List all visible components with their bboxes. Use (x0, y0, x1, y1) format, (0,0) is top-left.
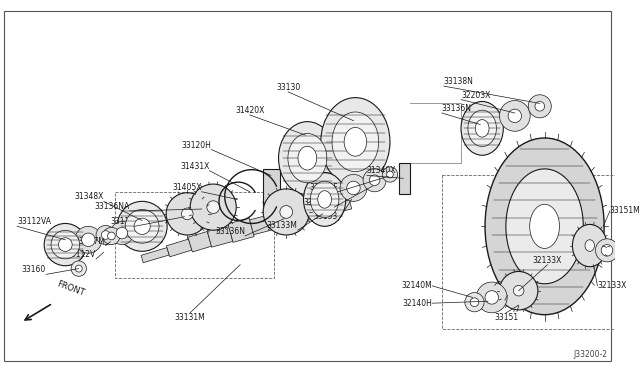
Ellipse shape (298, 146, 317, 170)
Text: 31420X: 31420X (235, 106, 264, 115)
Text: FRONT: FRONT (56, 279, 86, 298)
Ellipse shape (530, 204, 559, 248)
Circle shape (595, 239, 618, 262)
Text: 33136N: 33136N (215, 227, 245, 236)
Polygon shape (273, 210, 299, 228)
Ellipse shape (468, 110, 497, 147)
Circle shape (508, 109, 522, 123)
Polygon shape (188, 231, 212, 252)
Circle shape (340, 174, 367, 201)
Circle shape (101, 231, 110, 239)
Text: 33120H: 33120H (181, 141, 211, 150)
Text: 33151M: 33151M (610, 206, 640, 215)
Circle shape (96, 225, 115, 244)
Circle shape (601, 244, 612, 256)
Text: 33153: 33153 (314, 212, 338, 221)
Ellipse shape (51, 230, 79, 259)
Circle shape (369, 175, 380, 186)
Circle shape (499, 100, 530, 131)
Ellipse shape (513, 285, 524, 296)
Text: 33131M: 33131M (175, 313, 205, 322)
Ellipse shape (44, 224, 86, 266)
Circle shape (470, 298, 479, 307)
Text: 33151: 33151 (494, 313, 518, 322)
Text: 31348X: 31348X (74, 192, 104, 201)
Ellipse shape (278, 122, 336, 195)
Circle shape (347, 181, 360, 195)
Ellipse shape (461, 102, 503, 155)
Text: 32133X: 32133X (597, 281, 627, 291)
Circle shape (111, 222, 134, 244)
Polygon shape (207, 225, 233, 247)
Ellipse shape (190, 184, 236, 230)
Circle shape (387, 171, 394, 178)
Text: 31340X: 31340X (367, 166, 396, 176)
Ellipse shape (182, 208, 193, 219)
Text: 33144F: 33144F (310, 183, 338, 192)
Ellipse shape (310, 181, 339, 218)
Circle shape (476, 282, 507, 313)
Ellipse shape (288, 134, 327, 183)
Ellipse shape (485, 138, 604, 315)
Text: J33200-2: J33200-2 (573, 350, 607, 359)
FancyBboxPatch shape (263, 169, 280, 213)
Ellipse shape (117, 201, 167, 251)
Text: 32133X: 32133X (532, 256, 562, 265)
Text: 32140M: 32140M (401, 281, 432, 291)
Ellipse shape (134, 218, 150, 234)
Ellipse shape (572, 224, 607, 267)
Circle shape (116, 227, 128, 239)
Text: 33133M: 33133M (267, 221, 298, 230)
FancyBboxPatch shape (399, 163, 410, 194)
Ellipse shape (332, 112, 379, 171)
Text: 33136N: 33136N (442, 104, 472, 113)
Text: 32203X: 32203X (461, 90, 490, 100)
Circle shape (103, 227, 120, 244)
Text: 33136NA: 33136NA (95, 202, 130, 211)
Text: 31405X: 31405X (172, 183, 202, 192)
Circle shape (75, 226, 102, 253)
Text: 33138N: 33138N (444, 77, 474, 86)
Circle shape (363, 169, 386, 192)
Ellipse shape (344, 128, 367, 156)
Ellipse shape (207, 201, 220, 214)
Polygon shape (296, 204, 328, 222)
Text: 33160: 33160 (22, 265, 46, 275)
Text: 33130: 33130 (276, 83, 300, 92)
Circle shape (465, 293, 484, 312)
Circle shape (82, 233, 95, 247)
Polygon shape (228, 218, 254, 242)
Circle shape (108, 232, 115, 240)
Ellipse shape (585, 240, 595, 251)
Text: 33112VA: 33112VA (17, 217, 51, 226)
Text: 33147M: 33147M (75, 237, 106, 246)
Ellipse shape (166, 193, 209, 235)
Text: 33144M: 33144M (303, 198, 334, 207)
Circle shape (535, 102, 545, 111)
Polygon shape (141, 248, 169, 263)
Ellipse shape (499, 272, 538, 310)
Ellipse shape (318, 191, 332, 208)
Ellipse shape (506, 169, 583, 284)
Circle shape (71, 261, 86, 276)
Circle shape (76, 265, 82, 272)
Ellipse shape (58, 238, 72, 251)
Circle shape (485, 291, 499, 304)
Ellipse shape (476, 120, 489, 137)
Polygon shape (250, 214, 276, 235)
Text: 31431X: 31431X (180, 161, 209, 171)
Polygon shape (166, 239, 192, 257)
Ellipse shape (263, 189, 309, 235)
Ellipse shape (125, 209, 159, 243)
Circle shape (382, 167, 397, 182)
Ellipse shape (280, 206, 292, 218)
Text: 32140H: 32140H (403, 299, 432, 308)
Text: 33112V: 33112V (67, 250, 96, 259)
Polygon shape (325, 200, 352, 215)
Circle shape (528, 95, 551, 118)
Ellipse shape (303, 173, 346, 226)
Ellipse shape (321, 97, 390, 186)
Text: 33113: 33113 (110, 217, 134, 226)
